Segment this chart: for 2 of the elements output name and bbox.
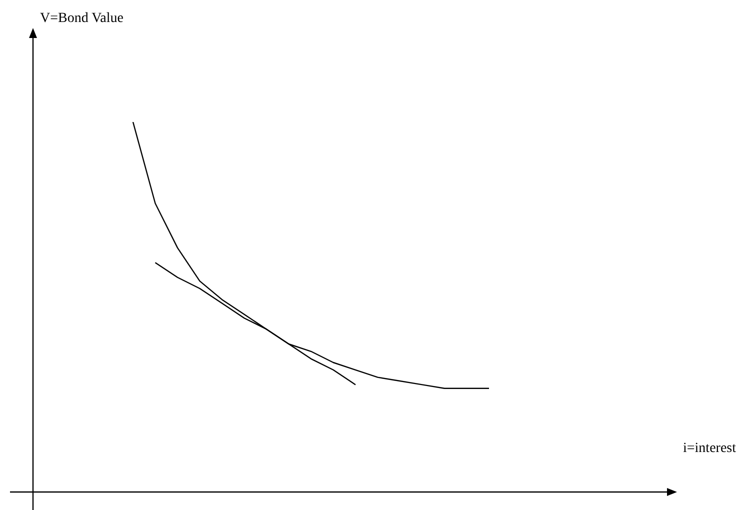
text: i=interest [683, 441, 736, 456]
text: V=Bond Value [40, 11, 124, 26]
